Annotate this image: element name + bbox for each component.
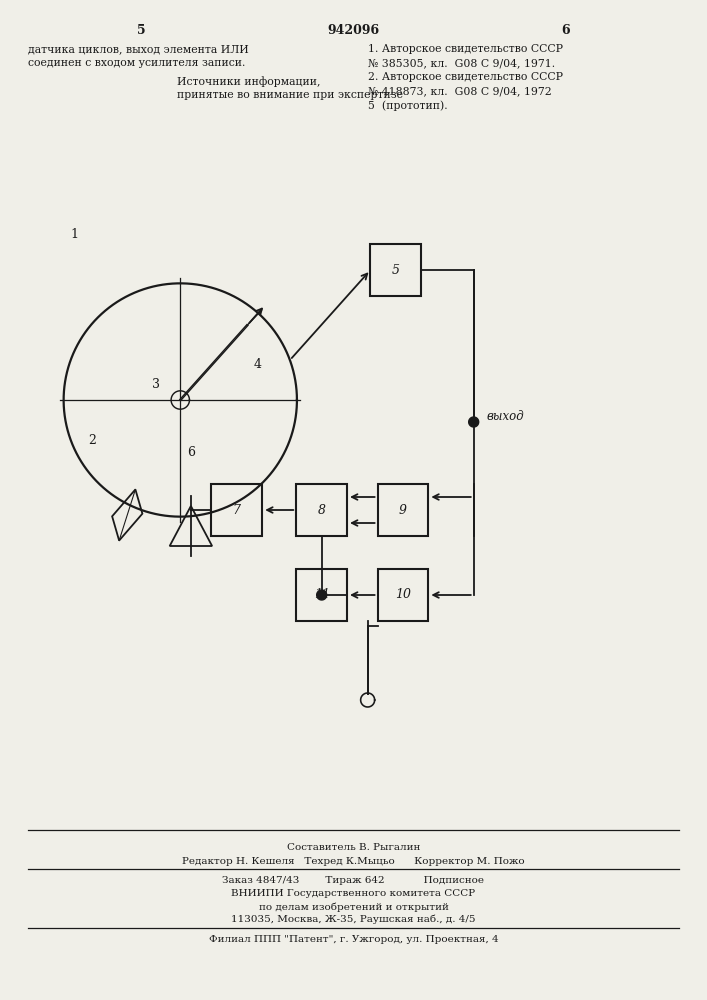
Text: Редактор Н. Кешеля   Техред К.Мыцьо      Корректор М. Пожо: Редактор Н. Кешеля Техред К.Мыцьо Коррек… bbox=[182, 857, 525, 866]
Text: 5  (прототип).: 5 (прототип). bbox=[368, 100, 448, 111]
Text: № 418873, кл.  G08 С 9/04, 1972: № 418873, кл. G08 С 9/04, 1972 bbox=[368, 86, 551, 96]
Text: по делам изобретений и открытий: по делам изобретений и открытий bbox=[259, 902, 448, 912]
Bar bbox=[370, 244, 421, 296]
Text: 5: 5 bbox=[392, 263, 400, 276]
Text: Филиал ППП "Патент", г. Ужгород, ул. Проектная, 4: Филиал ППП "Патент", г. Ужгород, ул. Про… bbox=[209, 935, 498, 944]
Text: Составитель В. Рыгалин: Составитель В. Рыгалин bbox=[287, 843, 420, 852]
Text: принятые во внимание при экспертизе: принятые во внимание при экспертизе bbox=[177, 90, 403, 100]
Bar bbox=[296, 484, 347, 536]
Text: 10: 10 bbox=[395, 588, 411, 601]
Text: соединен с входом усилителя записи.: соединен с входом усилителя записи. bbox=[28, 58, 245, 68]
Text: 6: 6 bbox=[187, 446, 195, 458]
Text: 7: 7 bbox=[233, 504, 241, 516]
Text: 11: 11 bbox=[314, 588, 329, 601]
Bar bbox=[211, 484, 262, 536]
Text: 113035, Москва, Ж-35, Раушская наб., д. 4/5: 113035, Москва, Ж-35, Раушская наб., д. … bbox=[231, 915, 476, 924]
Text: выход: выход bbox=[486, 410, 524, 424]
Bar bbox=[378, 484, 428, 536]
Text: датчика циклов, выход элемента ИЛИ: датчика циклов, выход элемента ИЛИ bbox=[28, 44, 249, 54]
Text: 4: 4 bbox=[254, 359, 262, 371]
Bar bbox=[378, 569, 428, 621]
Text: 1. Авторское свидетельство СССР: 1. Авторское свидетельство СССР bbox=[368, 44, 563, 54]
Text: 2. Авторское свидетельство СССР: 2. Авторское свидетельство СССР bbox=[368, 72, 563, 82]
Bar bbox=[296, 569, 347, 621]
Text: ВНИИПИ Государственного комитета СССР: ВНИИПИ Государственного комитета СССР bbox=[231, 889, 476, 898]
Text: 6: 6 bbox=[561, 23, 570, 36]
Text: 9: 9 bbox=[399, 504, 407, 516]
Text: № 385305, кл.  G08 С 9/04, 1971.: № 385305, кл. G08 С 9/04, 1971. bbox=[368, 58, 555, 68]
Text: 942096: 942096 bbox=[327, 23, 380, 36]
Polygon shape bbox=[317, 590, 327, 600]
Polygon shape bbox=[469, 417, 479, 427]
Text: Источники информации,: Источники информации, bbox=[177, 76, 320, 87]
Text: 1: 1 bbox=[70, 229, 78, 241]
Text: 3: 3 bbox=[151, 378, 160, 391]
Text: 8: 8 bbox=[317, 504, 326, 516]
Text: Заказ 4847/43        Тираж 642            Подписное: Заказ 4847/43 Тираж 642 Подписное bbox=[223, 876, 484, 885]
Text: 2: 2 bbox=[88, 434, 96, 446]
Text: 5: 5 bbox=[137, 23, 146, 36]
